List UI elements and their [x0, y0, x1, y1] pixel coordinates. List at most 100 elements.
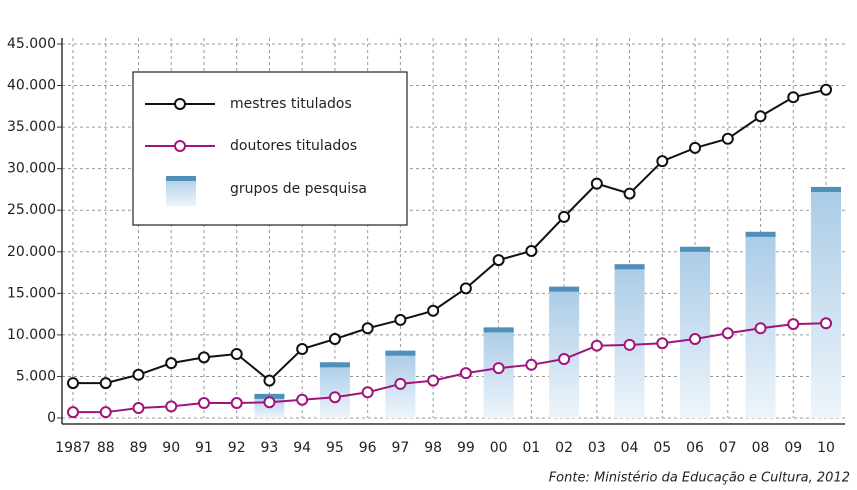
marker — [590, 177, 603, 190]
line — [73, 322, 827, 414]
y-tick-label: 35.000 — [7, 119, 56, 135]
marker — [656, 155, 669, 168]
marker — [165, 400, 178, 413]
x-tick-label: 88 — [97, 440, 115, 456]
legend: mestres titulados doutores titulados gru… — [132, 71, 408, 226]
bar-cap — [549, 286, 580, 292]
bar-cap — [680, 246, 711, 252]
marker — [263, 396, 276, 409]
marker — [263, 374, 276, 387]
marker — [754, 110, 767, 123]
bar-cap — [811, 186, 842, 192]
marker — [132, 368, 145, 381]
y-tick-label: 5.000 — [16, 368, 56, 384]
x-tick-label: 02 — [555, 440, 573, 456]
marker — [230, 348, 243, 361]
marker — [99, 406, 112, 419]
x-tick-label: 90 — [162, 440, 180, 456]
marker — [165, 357, 178, 370]
y-tick-label: 0 — [47, 410, 56, 426]
x-tick-label: 01 — [522, 440, 540, 456]
bar-cap — [745, 231, 776, 237]
marker — [820, 83, 833, 96]
x-tick-label: 95 — [326, 440, 344, 456]
x-tick-label: 93 — [261, 440, 279, 456]
marker — [296, 343, 309, 356]
y-tick-label: 25.000 — [7, 202, 56, 218]
marker — [623, 187, 636, 200]
x-tick-label: 99 — [457, 440, 475, 456]
marker — [689, 141, 702, 154]
x-tick-label: 91 — [195, 440, 213, 456]
marker — [787, 318, 800, 331]
marker — [558, 210, 571, 223]
legend-marker — [174, 140, 186, 152]
marker — [67, 377, 79, 390]
marker — [328, 391, 341, 404]
marker — [197, 397, 210, 410]
x-tick-label: 03 — [588, 440, 606, 456]
bar — [680, 246, 711, 418]
marker — [558, 352, 571, 365]
marker — [590, 339, 603, 352]
marker — [623, 338, 636, 351]
x-tick-label: 09 — [784, 440, 802, 456]
marker — [361, 386, 374, 399]
marker — [230, 397, 243, 410]
marker — [427, 304, 440, 317]
x-tick-label: 04 — [621, 440, 639, 456]
marker — [820, 317, 833, 330]
x-tick-label: 96 — [359, 440, 377, 456]
y-tick-label: 45.000 — [7, 36, 56, 52]
x-tick-label: 07 — [719, 440, 737, 456]
bar — [319, 362, 350, 418]
legend-label: grupos de pesquisa — [230, 181, 367, 197]
bar-cap — [319, 362, 350, 368]
marker — [427, 374, 440, 387]
x-tick-label: 94 — [293, 440, 311, 456]
marker — [525, 358, 538, 371]
x-tick-label: 1987 — [55, 440, 91, 456]
marker — [459, 282, 472, 295]
marker — [328, 333, 341, 346]
marker — [67, 406, 79, 419]
marker — [394, 313, 407, 326]
marker — [525, 244, 538, 257]
x-tick-label: 05 — [653, 440, 671, 456]
bar-cap — [483, 327, 514, 333]
y-tick-label: 15.000 — [7, 285, 56, 301]
x-tick-label: 98 — [424, 440, 442, 456]
marker — [361, 322, 374, 335]
marker — [296, 393, 309, 406]
legend-marker — [174, 98, 186, 110]
marker — [721, 132, 734, 145]
marker — [394, 377, 407, 390]
x-tick-label: 10 — [817, 440, 835, 456]
marker — [459, 367, 472, 380]
marker — [721, 327, 734, 340]
marker — [197, 351, 210, 364]
bar — [811, 186, 842, 418]
marker — [492, 254, 505, 267]
legend-label: mestres titulados — [230, 96, 352, 112]
marker — [656, 337, 669, 350]
x-tick-label: 06 — [686, 440, 704, 456]
x-tick-label: 00 — [490, 440, 508, 456]
source-note: Fonte: Ministério da Educação e Cultura,… — [549, 471, 850, 486]
marker — [689, 333, 702, 346]
marker — [132, 402, 145, 415]
marker — [787, 91, 800, 104]
bar-cap — [385, 350, 416, 356]
marker — [754, 322, 767, 335]
x-tick-label: 08 — [752, 440, 770, 456]
x-tick-label: 97 — [391, 440, 409, 456]
bar-cap — [614, 264, 645, 270]
legend-swatch-cap — [166, 176, 196, 181]
y-tick-label: 20.000 — [7, 244, 56, 260]
legend-label: doutores titulados — [230, 138, 357, 154]
marker — [492, 362, 505, 375]
y-tick-label: 10.000 — [7, 327, 56, 343]
x-tick-label: 92 — [228, 440, 246, 456]
marker — [99, 377, 112, 390]
